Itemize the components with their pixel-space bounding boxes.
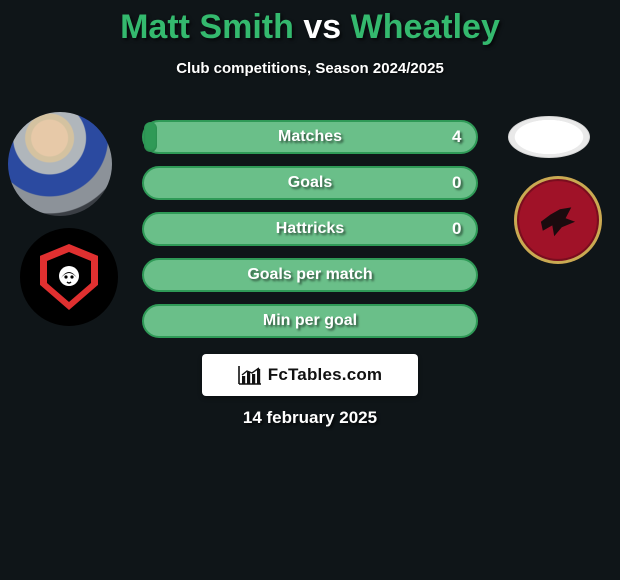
title-player-1: Matt Smith [120, 8, 294, 46]
player-1-avatar [8, 112, 112, 216]
stat-bar: Matches4 [142, 120, 478, 154]
page-title: Matt Smith vs Wheatley [0, 0, 620, 44]
branding-badge: FcTables.com [202, 354, 418, 396]
stat-bar: Goals per match [142, 258, 478, 292]
stat-bar-value: 4 [452, 122, 461, 152]
stat-bar-label: Matches [144, 122, 476, 152]
stat-bar-label: Hattricks [144, 214, 476, 244]
stat-bar: Min per goal [142, 304, 478, 338]
player-2-avatar [508, 116, 590, 158]
comparison-bars: Matches4Goals0Hattricks0Goals per matchM… [142, 120, 478, 350]
stat-bar-label: Goals per match [144, 260, 476, 290]
title-player-2: Wheatley [351, 8, 500, 46]
stat-bar: Hattricks0 [142, 212, 478, 246]
player-2-club-badge [514, 176, 602, 264]
player-1-club-badge [20, 228, 118, 326]
stat-bar-label: Goals [144, 168, 476, 198]
footer-date: 14 february 2025 [0, 408, 620, 428]
chart-icon [238, 365, 262, 385]
branding-text: FcTables.com [268, 365, 383, 385]
stat-bar: Goals0 [142, 166, 478, 200]
stat-bar-value: 0 [452, 168, 461, 198]
stat-bar-label: Min per goal [144, 306, 476, 336]
club-shield-icon [40, 244, 98, 310]
stat-bar-value: 0 [452, 214, 461, 244]
title-vs: vs [294, 8, 351, 46]
club-lion-icon [47, 252, 91, 302]
subtitle: Club competitions, Season 2024/2025 [0, 60, 620, 77]
